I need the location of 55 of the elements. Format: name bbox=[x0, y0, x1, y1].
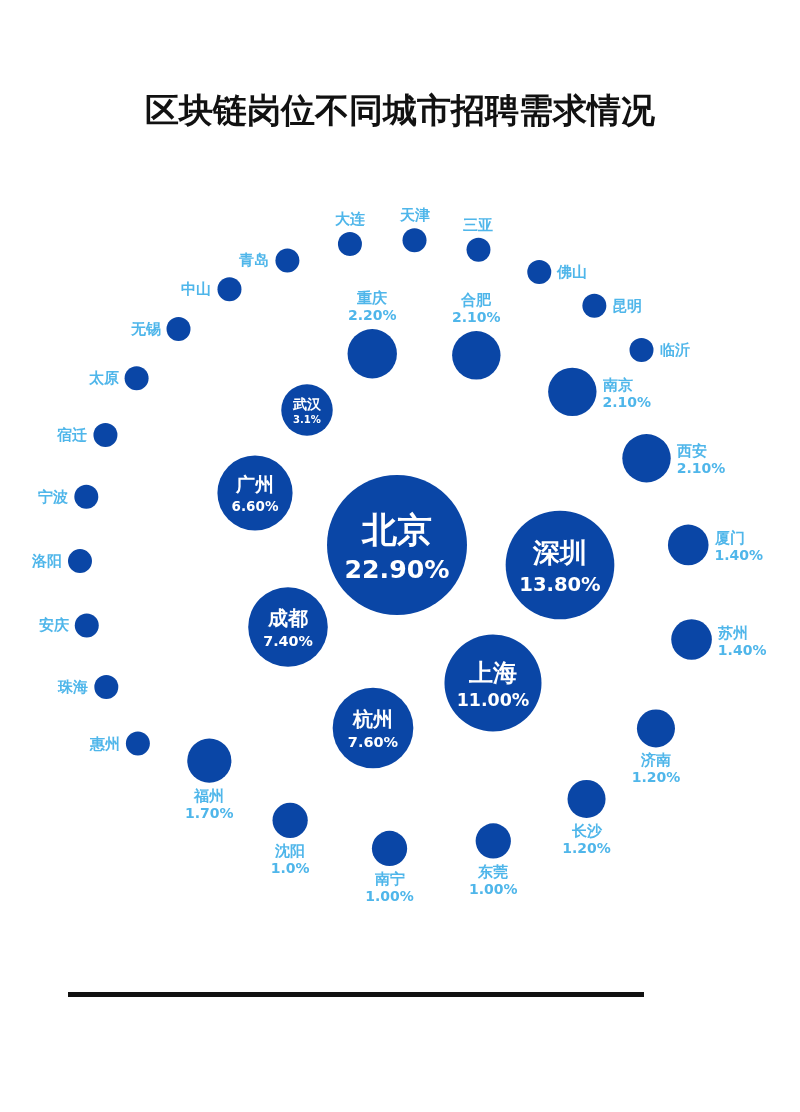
category-label: 杭州 bbox=[352, 706, 393, 731]
data-label: 1.00% bbox=[468, 880, 518, 897]
category-label: 合肥 bbox=[460, 291, 493, 310]
category-label: 南宁 bbox=[373, 870, 405, 889]
category-label: 惠州 bbox=[88, 734, 120, 753]
category-label: 北京 bbox=[361, 509, 432, 550]
category-label: 福州 bbox=[193, 786, 225, 805]
category-label: 深圳 bbox=[532, 537, 587, 569]
category-label: 无锡 bbox=[129, 320, 161, 339]
data-label: 1.40% bbox=[717, 641, 767, 658]
data-label: 2.10% bbox=[602, 393, 652, 410]
data-label: 1.0% bbox=[270, 859, 310, 876]
category-label: 中山 bbox=[181, 280, 212, 299]
category-label: 长沙 bbox=[570, 821, 603, 840]
category-label: 上海 bbox=[468, 657, 517, 687]
text: 区块链岗位不同城市招聘需求情况 bbox=[145, 90, 656, 130]
data-label: 13.80% bbox=[519, 572, 601, 596]
data-label: 7.40% bbox=[263, 632, 313, 649]
category-label: 西安 bbox=[675, 442, 707, 461]
data-label: 11.00% bbox=[456, 690, 530, 711]
data-label: 7.60% bbox=[347, 734, 399, 751]
category-label: 佛山 bbox=[556, 262, 588, 281]
category-label: 南京 bbox=[601, 375, 633, 394]
category-label: 大连 bbox=[334, 209, 366, 228]
category-label: 昆明 bbox=[612, 296, 643, 315]
category-label: 宿迁 bbox=[56, 425, 88, 444]
category-label: 宁波 bbox=[38, 487, 69, 506]
category-label: 太原 bbox=[87, 369, 119, 388]
category-label: 临沂 bbox=[659, 341, 690, 360]
data-label: 6.60% bbox=[231, 497, 279, 514]
category-label: 广州 bbox=[235, 474, 274, 496]
category-label: 天津 bbox=[398, 206, 430, 225]
category-label: 沈阳 bbox=[274, 841, 306, 860]
data-label: 1.20% bbox=[631, 769, 681, 786]
category-label: 东莞 bbox=[477, 862, 509, 881]
category-label: 珠海 bbox=[57, 678, 89, 697]
category-label: 苏州 bbox=[716, 623, 748, 642]
data-label: 2.20% bbox=[347, 307, 397, 324]
category-label: 济南 bbox=[639, 751, 671, 770]
data-label: 22.90% bbox=[344, 555, 450, 585]
data-label: 1.20% bbox=[562, 839, 611, 856]
data-label: 2.10% bbox=[452, 309, 501, 326]
category-label: 成都 bbox=[267, 607, 308, 631]
data-label: 1.70% bbox=[185, 804, 234, 821]
data-label: 1.40% bbox=[714, 546, 764, 563]
category-label: 武汉 bbox=[292, 395, 322, 412]
data-label: 3.1% bbox=[293, 414, 321, 426]
category-label: 重庆 bbox=[356, 289, 388, 308]
category-label: 青岛 bbox=[238, 251, 270, 270]
category-label: 厦门 bbox=[713, 528, 745, 547]
category-label: 洛阳 bbox=[31, 552, 62, 571]
category-label: 三亚 bbox=[463, 215, 494, 234]
category-label: 安庆 bbox=[38, 616, 69, 635]
data-label: 2.10% bbox=[676, 460, 726, 477]
data-label: 1.00% bbox=[365, 888, 414, 905]
